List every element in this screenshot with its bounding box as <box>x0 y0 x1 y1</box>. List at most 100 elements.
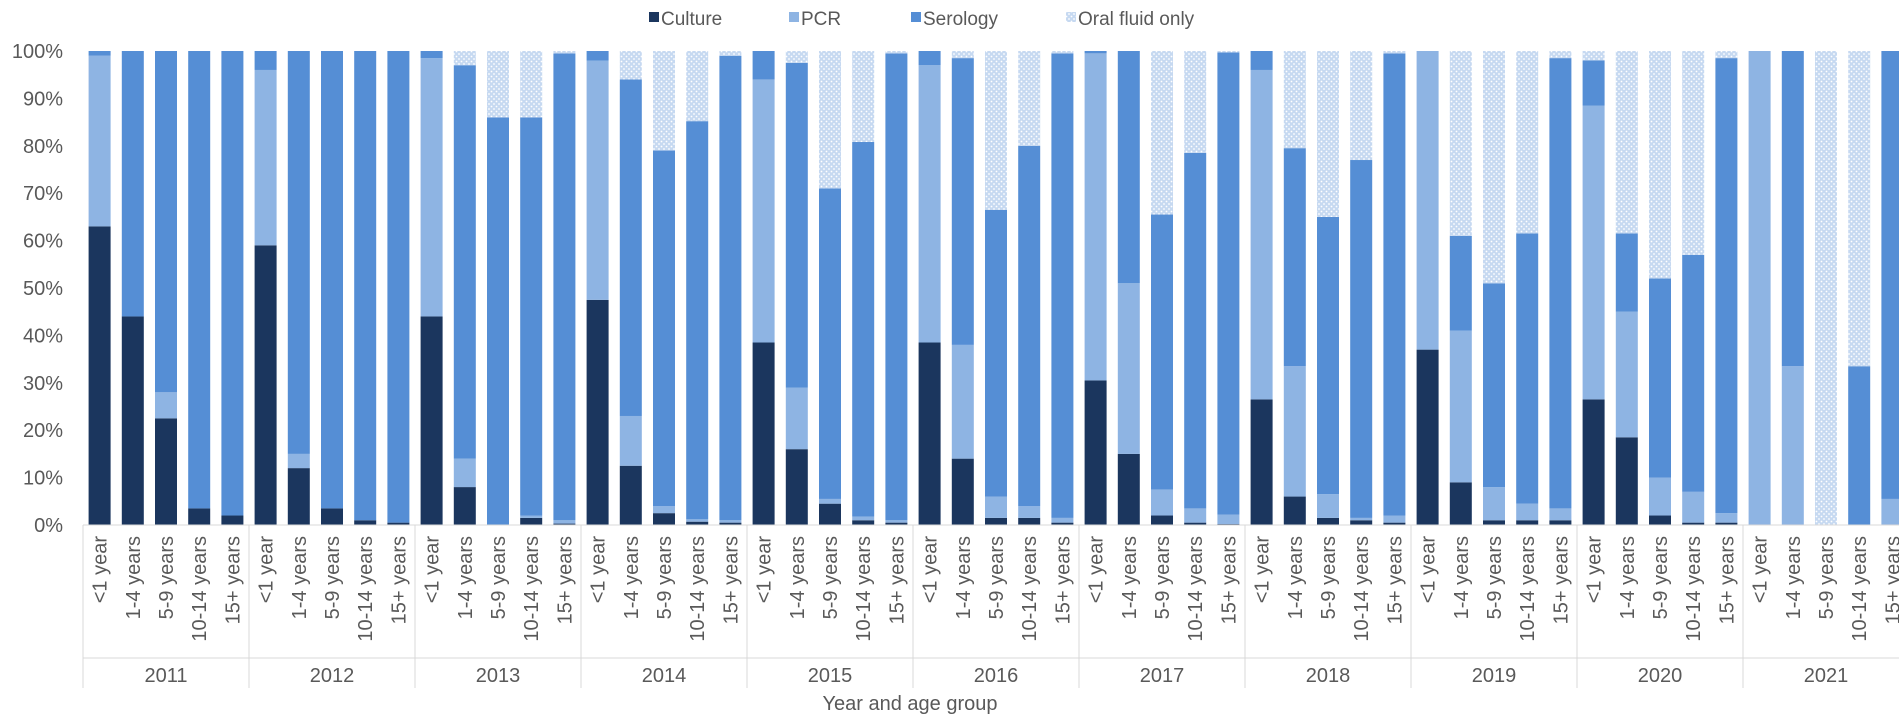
category-label: 10-14 years <box>355 536 377 642</box>
category-label: 1-4 years <box>1119 536 1141 619</box>
bar-segment-serology <box>1649 278 1671 478</box>
bar-segment-culture <box>1682 522 1705 525</box>
category-label: <1 year <box>920 536 942 604</box>
bar-segment-pcr <box>1084 53 1107 381</box>
bar-segment-oral-fluid-only <box>785 51 808 63</box>
bar-segment-oral-fluid-only <box>1848 51 1871 367</box>
bar-segment-oral-fluid-only <box>1483 51 1505 284</box>
bars <box>88 51 1899 526</box>
bar-segment-culture <box>188 508 211 525</box>
bar-segment-serology <box>653 150 675 507</box>
bar-segment-pcr <box>1217 514 1240 525</box>
bar-segment-pcr <box>1317 494 1339 518</box>
bar-segment-pcr <box>885 520 908 523</box>
year-label: 2016 <box>974 665 1019 687</box>
y-tick-label: 100% <box>12 41 63 63</box>
year-label: 2013 <box>476 665 521 687</box>
bar-segment-oral-fluid-only <box>1516 51 1539 234</box>
y-tick-label: 40% <box>23 325 63 347</box>
bar-segment-culture <box>752 342 775 525</box>
bar-segment-oral-fluid-only <box>1217 51 1240 53</box>
bar-segment-culture <box>221 515 244 525</box>
category-label: <1 year <box>90 536 112 604</box>
bar-segment-culture <box>1051 522 1074 525</box>
bar-segment-serology <box>487 117 509 526</box>
category-label: <1 year <box>1086 536 1108 604</box>
bar-segment-serology <box>1582 60 1605 106</box>
category-label: <1 year <box>422 536 444 604</box>
bar-segment-pcr <box>1051 517 1074 523</box>
bar-segment-culture <box>1084 380 1107 525</box>
bar-segment-pcr <box>254 69 277 246</box>
bar-segment-serology <box>1317 216 1339 495</box>
bar-segment-serology <box>1217 52 1240 515</box>
category-label: 15+ years <box>1218 536 1240 624</box>
category-label: 5-9 years <box>322 536 344 619</box>
bar-segment-serology <box>354 51 377 521</box>
category-label: 5-9 years <box>156 536 178 619</box>
bar-segment-serology <box>752 51 775 80</box>
category-label: 5-9 years <box>1650 536 1672 619</box>
category-label: 1-4 years <box>621 536 643 619</box>
bar-segment-serology <box>553 53 576 521</box>
category-label: 10-14 years <box>853 536 875 642</box>
bar-segment-pcr <box>1649 477 1671 516</box>
bar-segment-pcr <box>1748 51 1771 525</box>
year-label: 2021 <box>1804 665 1849 687</box>
category-label: 10-14 years <box>189 536 211 642</box>
bar-segment-pcr <box>1781 366 1804 525</box>
bar-segment-oral-fluid-only <box>1615 51 1638 234</box>
bar-segment-serology <box>387 51 410 523</box>
bar-segment-oral-fluid-only <box>1582 51 1605 61</box>
bar-segment-serology <box>1084 51 1107 54</box>
bar-segment-culture <box>121 316 144 525</box>
bar-segment-culture <box>1250 399 1273 525</box>
bar-segment-oral-fluid-only <box>1649 51 1671 279</box>
x-axis: <1 year 1-4 years 5-9 years 10-14 years 15+ … <box>82 524 1899 688</box>
category-label: 15+ years <box>222 536 244 624</box>
bar-segment-pcr <box>553 520 576 524</box>
year-label: 2014 <box>642 665 687 687</box>
category-label: 15+ years <box>388 536 410 624</box>
bar-segment-culture <box>1350 520 1373 525</box>
bar-segment-culture <box>1649 515 1671 525</box>
bar-segment-pcr <box>1151 489 1173 516</box>
year-label: 2012 <box>310 665 355 687</box>
bar-segment-culture <box>686 521 709 525</box>
bar-segment-pcr <box>985 496 1007 518</box>
bar-segment-pcr <box>453 458 476 488</box>
bar-segment-pcr <box>1516 503 1539 521</box>
category-label: 10-14 years <box>1517 536 1539 642</box>
bar-segment-culture <box>354 520 377 525</box>
bar-segment-serology <box>1682 254 1705 492</box>
bar-segment-pcr <box>1383 515 1406 523</box>
bar-segment-culture <box>985 517 1007 525</box>
bar-segment-pcr <box>1350 517 1373 521</box>
bar-segment-culture <box>1018 517 1041 525</box>
bar-segment-serology <box>918 51 941 66</box>
bar-segment-culture <box>387 522 410 525</box>
bar-segment-culture <box>1582 399 1605 525</box>
bar-segment-oral-fluid-only <box>1018 51 1041 146</box>
category-label: 15+ years <box>1052 536 1074 624</box>
bar-segment-culture <box>819 503 841 525</box>
bar-segment-serology <box>985 209 1007 497</box>
category-label: <1 year <box>1418 536 1440 604</box>
category-label: 1-4 years <box>1617 536 1639 619</box>
bar-segment-serology <box>885 53 908 521</box>
bar-segment-culture <box>88 226 111 525</box>
legend: Culture PCR Serology Oral fluid only <box>649 9 1195 30</box>
bar-segment-serology <box>1715 58 1738 514</box>
bar-segment-culture <box>254 245 277 525</box>
bar-segment-serology <box>453 65 476 459</box>
bar-segment-pcr <box>1018 506 1041 518</box>
category-label: <1 year <box>256 536 278 604</box>
category-label: 1-4 years <box>123 536 145 619</box>
bar-segment-pcr <box>619 415 642 466</box>
bar-segment-culture <box>1449 482 1472 525</box>
bar-segment-serology <box>1184 152 1207 509</box>
category-label: 5-9 years <box>1816 536 1838 619</box>
category-label: 1-4 years <box>953 536 975 619</box>
bar-segment-culture <box>1151 515 1173 525</box>
